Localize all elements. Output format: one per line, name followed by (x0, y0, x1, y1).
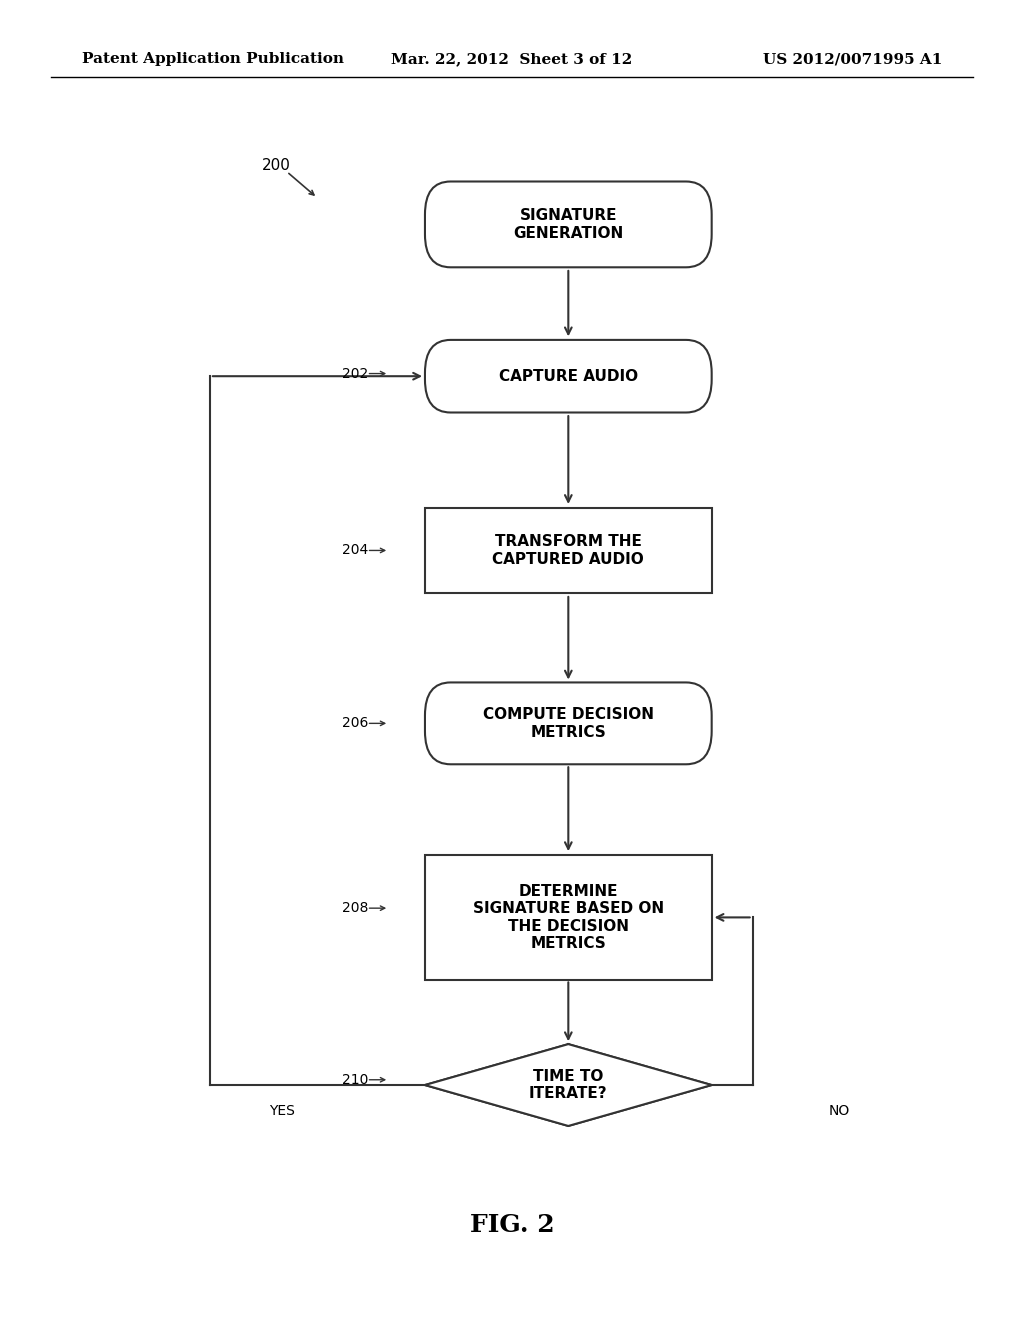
Text: 208: 208 (342, 902, 369, 915)
Text: NO: NO (829, 1105, 850, 1118)
Text: Patent Application Publication: Patent Application Publication (82, 53, 344, 66)
Text: TIME TO
ITERATE?: TIME TO ITERATE? (529, 1069, 607, 1101)
Text: YES: YES (268, 1105, 295, 1118)
FancyBboxPatch shape (425, 855, 712, 979)
Text: 204: 204 (342, 544, 369, 557)
Text: 210: 210 (342, 1073, 369, 1086)
FancyBboxPatch shape (425, 508, 712, 594)
Text: DETERMINE
SIGNATURE BASED ON
THE DECISION
METRICS: DETERMINE SIGNATURE BASED ON THE DECISIO… (473, 884, 664, 950)
Text: 206: 206 (342, 717, 369, 730)
Text: TRANSFORM THE
CAPTURED AUDIO: TRANSFORM THE CAPTURED AUDIO (493, 535, 644, 566)
Text: FIG. 2: FIG. 2 (470, 1213, 554, 1237)
Polygon shape (425, 1044, 712, 1126)
Text: 200: 200 (262, 157, 291, 173)
Text: SIGNATURE
GENERATION: SIGNATURE GENERATION (513, 209, 624, 240)
FancyBboxPatch shape (425, 181, 712, 267)
Text: COMPUTE DECISION
METRICS: COMPUTE DECISION METRICS (483, 708, 653, 739)
FancyBboxPatch shape (425, 339, 712, 412)
FancyBboxPatch shape (425, 682, 712, 764)
Text: US 2012/0071995 A1: US 2012/0071995 A1 (763, 53, 942, 66)
Text: CAPTURE AUDIO: CAPTURE AUDIO (499, 368, 638, 384)
Text: 202: 202 (342, 367, 369, 380)
Text: Mar. 22, 2012  Sheet 3 of 12: Mar. 22, 2012 Sheet 3 of 12 (391, 53, 633, 66)
